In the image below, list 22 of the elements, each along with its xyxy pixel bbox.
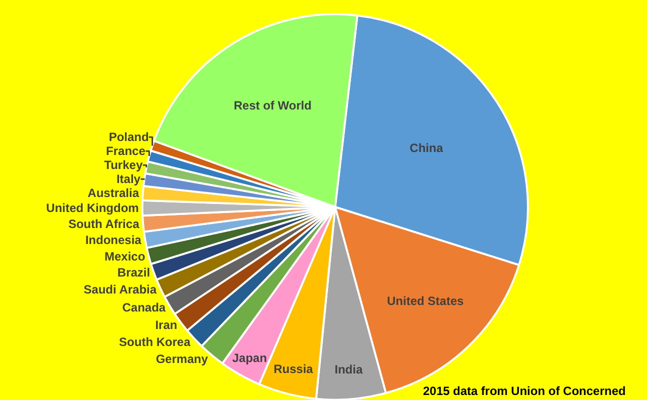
slice-label: Australia <box>88 186 140 200</box>
slice-label: United States <box>386 294 464 308</box>
slice-label: Japan <box>232 351 267 366</box>
text: 2015 data from Union of Concerned <box>423 384 626 398</box>
slice-label: Turkey <box>104 158 143 172</box>
slice-label: Iran <box>155 318 178 332</box>
slice-label: Brazil <box>117 266 150 280</box>
slice-label: Saudi Arabia <box>84 282 157 297</box>
slice-label: South Korea <box>119 334 191 349</box>
slice-label: China <box>410 140 444 155</box>
slice-label: Mexico <box>104 249 146 264</box>
slice-label: Russia <box>274 362 314 376</box>
slice-label: South Africa <box>68 216 140 231</box>
slice-label: Canada <box>122 300 166 314</box>
slice-label: Italy <box>116 172 141 186</box>
slice-label: Germany <box>156 352 208 366</box>
slice-label: India <box>334 362 363 377</box>
slice-label: France <box>106 144 146 158</box>
slice-label: Indonesia <box>85 233 142 248</box>
slice-label: United Kingdom <box>46 201 139 216</box>
slice-label: Rest of World <box>234 98 312 113</box>
slice-label: Poland <box>108 130 149 144</box>
